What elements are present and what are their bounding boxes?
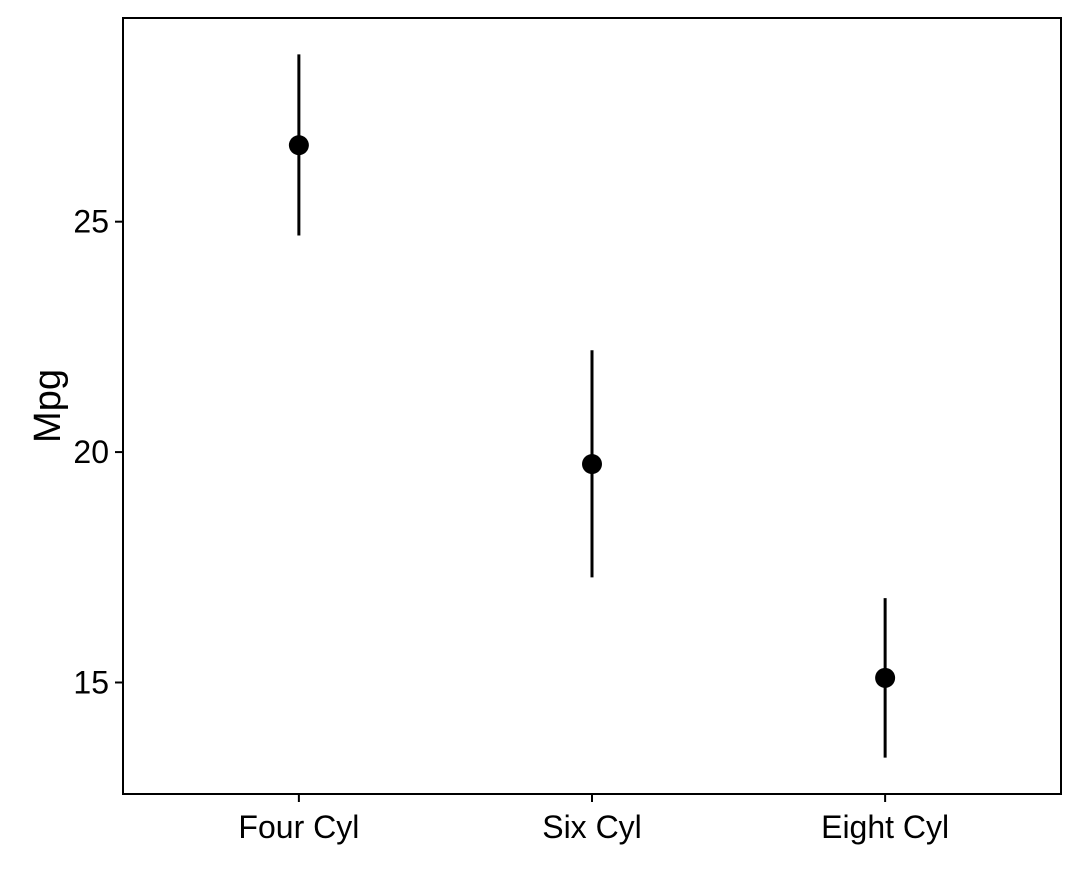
axis-layer: Four Cyl Six Cyl Eight Cyl 15 20 25 bbox=[73, 204, 949, 845]
data-point bbox=[875, 667, 896, 688]
y-axis-title: Mpg bbox=[27, 369, 69, 443]
data-point bbox=[582, 454, 602, 475]
marks-layer bbox=[288, 54, 896, 758]
y-tick-label: 15 bbox=[73, 664, 109, 700]
data-point bbox=[288, 135, 309, 156]
x-tick-label: Six Cyl bbox=[542, 809, 642, 845]
y-tick-label: 20 bbox=[73, 434, 109, 470]
x-tick-label: Eight Cyl bbox=[821, 809, 949, 845]
y-tick-label: 25 bbox=[73, 204, 109, 240]
x-tick-label: Four Cyl bbox=[238, 809, 359, 845]
